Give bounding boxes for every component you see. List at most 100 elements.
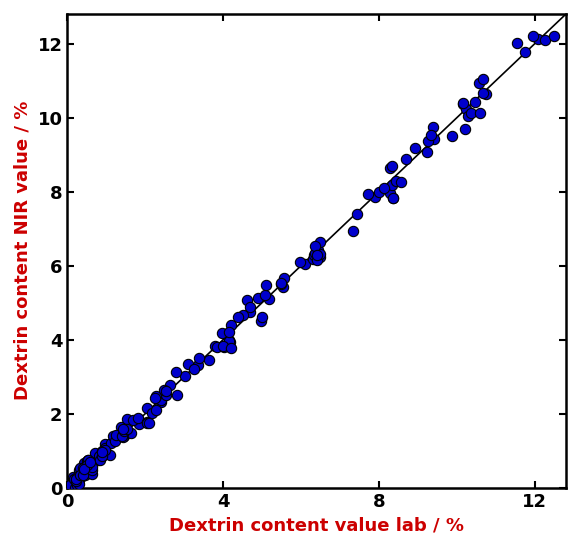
Point [67,478,77,487]
Point [224,336,234,345]
Point [88,463,97,472]
Point [81,467,90,476]
Point [74,475,84,484]
Point [100,446,110,455]
Point [135,420,144,429]
Point [224,336,233,345]
Point [379,184,389,192]
Point [300,260,310,269]
Point [476,109,485,118]
Point [474,78,483,87]
Point [66,479,75,488]
Point [245,308,255,317]
Point [172,391,181,400]
Point [86,458,95,466]
Point [217,329,226,338]
Point [279,274,288,283]
Point [295,258,305,266]
Point [65,481,74,489]
Point [97,447,107,456]
Point [316,250,325,259]
Point [97,452,107,461]
Point [313,255,322,264]
Y-axis label: Dextrin content NIR value / %: Dextrin content NIR value / % [14,101,32,401]
Point [65,482,74,490]
Point [97,447,107,455]
Point [458,99,467,107]
Point [84,456,93,465]
Point [108,432,118,441]
Point [389,193,398,202]
Point [253,293,263,302]
Point [481,90,491,99]
Point [150,393,160,402]
Point [112,431,121,439]
Point [79,459,89,467]
Point [447,132,456,141]
Point [211,341,220,350]
Point [549,32,559,41]
Point [219,341,228,350]
Point [74,479,84,488]
Point [81,471,90,480]
Point [97,452,107,460]
Point [348,227,357,236]
Point [478,89,488,98]
Point [387,181,397,190]
Point [87,465,96,474]
Point [459,99,468,108]
Point [142,419,151,428]
Point [387,162,397,170]
Point [68,472,78,481]
Point [463,112,473,121]
Point [466,109,475,117]
Point [133,414,143,423]
Point [353,209,362,218]
Point [159,386,168,395]
Point [195,353,204,362]
Point [528,32,537,41]
Point [145,419,154,427]
Point [313,251,322,260]
Point [106,451,115,460]
Point [311,248,320,257]
Point [122,415,132,424]
Point [242,296,252,305]
Point [66,481,75,489]
Point [90,448,100,457]
Point [315,237,324,246]
Point [94,452,103,460]
Point [76,470,85,479]
Point [245,302,255,311]
Point [157,398,166,407]
Point [118,432,127,441]
Point [226,321,235,329]
Point [423,136,433,145]
Point [261,281,270,289]
Point [63,481,72,490]
Point [278,283,288,292]
Point [310,241,320,250]
Point [256,317,265,326]
Point [225,328,234,337]
Point [78,470,88,479]
Point [110,437,119,446]
Point [194,361,203,369]
Point [165,381,175,390]
Point [171,368,180,376]
Point [75,474,85,483]
Point [428,123,437,132]
Point [78,464,87,472]
Point [119,426,129,435]
Point [152,406,161,414]
Point [70,483,79,492]
Point [126,429,135,437]
Point [541,36,550,44]
Point [277,279,286,288]
Point [204,356,213,364]
Point [315,253,324,261]
Point [212,342,222,351]
Point [151,391,161,400]
Point [309,254,318,263]
Point [277,278,286,287]
